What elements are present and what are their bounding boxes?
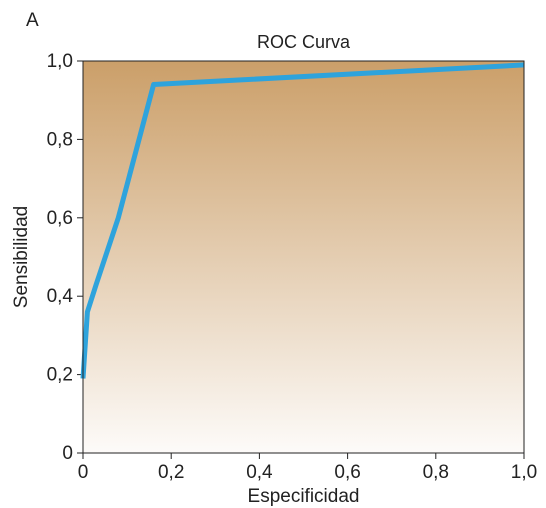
- y-tick-label: 0,2: [47, 365, 73, 386]
- y-axis-label: Sensibilidad: [11, 206, 32, 308]
- x-tick-label: 1,0: [511, 462, 537, 483]
- series-layer: [80, 62, 525, 379]
- x-tick-label: 0,8: [423, 462, 449, 483]
- x-tick-label: 0,2: [158, 462, 184, 483]
- y-tick-label: 1,0: [47, 51, 73, 72]
- y-axis: 0 0,2 0,4 0,6 0,8 1,0: [47, 51, 83, 464]
- y-tick-label: 0,6: [47, 208, 73, 229]
- plot-frame: [82, 60, 525, 454]
- x-axis: 0 0,2 0,4 0,6 0,8 1,0: [78, 453, 537, 483]
- y-tick-label: 0,4: [47, 286, 74, 307]
- x-axis-label: Especificidad: [248, 486, 360, 507]
- x-tick-label: 0,4: [246, 462, 273, 483]
- x-tick-label: 0: [78, 462, 89, 483]
- roc-curve-line: [80, 62, 525, 379]
- x-tick-label: 0,6: [334, 462, 360, 483]
- chart-title: ROC Curva: [257, 32, 351, 52]
- y-tick-label: 0,8: [47, 129, 73, 150]
- y-tick-label: 0: [62, 443, 73, 464]
- plot-area: [83, 61, 524, 453]
- panel-label: A: [26, 10, 39, 31]
